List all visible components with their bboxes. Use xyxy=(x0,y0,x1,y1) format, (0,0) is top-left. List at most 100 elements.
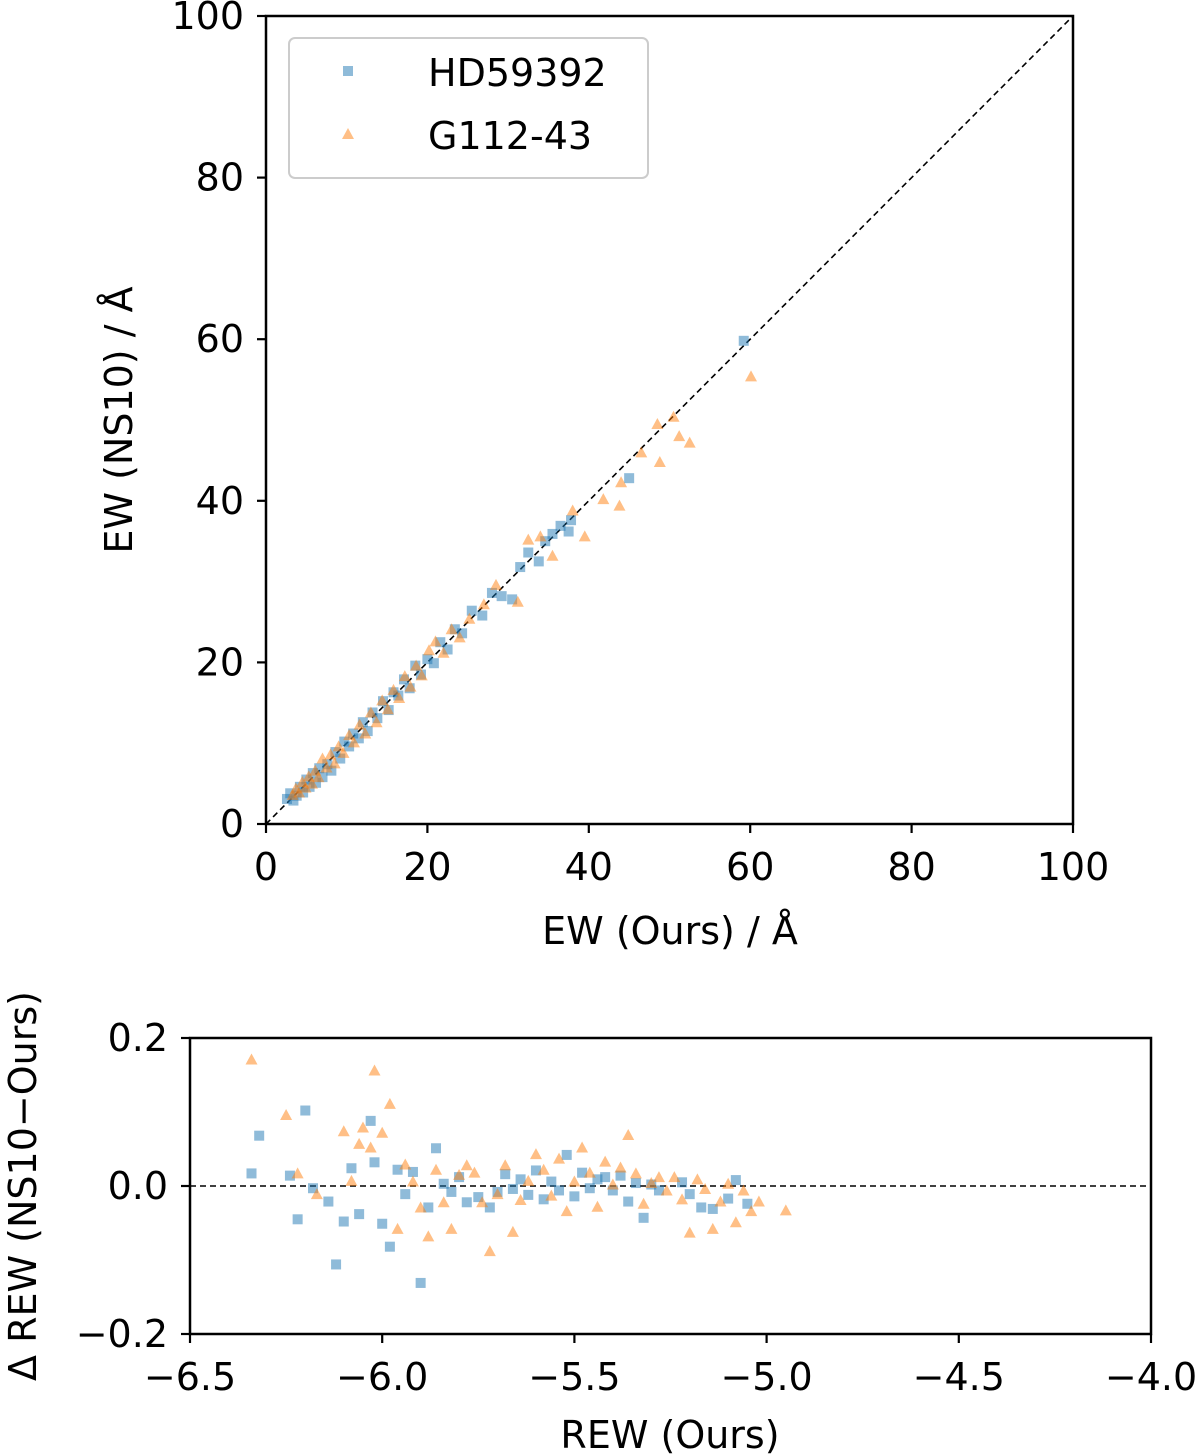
top-point-hd59392 xyxy=(281,793,292,804)
top-point-hd59392 xyxy=(314,763,325,774)
top-point-hd59392 xyxy=(496,591,507,602)
bottom-point-g112-43 xyxy=(460,1159,473,1171)
top-point-g112-43 xyxy=(635,446,648,458)
bottom-point-g112-43 xyxy=(622,1128,635,1140)
bottom-x-axis-label: REW (Ours) xyxy=(560,1413,779,1456)
bottom-point-hd59392 xyxy=(323,1196,334,1207)
bottom-point-g112-43 xyxy=(668,1171,681,1183)
bottom-point-hd59392 xyxy=(561,1149,572,1160)
top-point-g112-43 xyxy=(683,436,696,448)
top-point-hd59392 xyxy=(442,644,453,655)
bottom-point-g112-43 xyxy=(614,1161,627,1173)
top-point-g112-43 xyxy=(312,771,325,783)
bottom-point-g112-43 xyxy=(606,1178,619,1190)
top-point-g112-43 xyxy=(370,716,383,728)
bottom-y-tick-label: 0.0 xyxy=(108,1164,168,1208)
top-point-hd59392 xyxy=(362,726,373,737)
bottom-point-hd59392 xyxy=(684,1189,695,1200)
top-point-hd59392 xyxy=(317,772,328,783)
bottom-point-hd59392 xyxy=(392,1164,403,1175)
bottom-point-hd59392 xyxy=(730,1175,741,1186)
bottom-y-tick-label: 0.2 xyxy=(108,1016,168,1060)
bottom-point-g112-43 xyxy=(399,1158,412,1170)
legend-marker-hd59392 xyxy=(343,66,353,76)
top-point-hd59392 xyxy=(457,628,468,639)
bottom-x-tick-label: −6.0 xyxy=(336,1355,428,1399)
top-x-tick-label: 20 xyxy=(403,845,451,889)
bottom-point-g112-43 xyxy=(522,1174,535,1186)
bottom-point-hd59392 xyxy=(369,1157,380,1168)
top-point-hd59392 xyxy=(507,594,518,605)
top-y-axis-label: EW (NS10) / Å xyxy=(97,286,141,553)
bottom-point-g112-43 xyxy=(660,1184,673,1196)
top-point-hd59392 xyxy=(547,528,558,539)
top-point-g112-43 xyxy=(415,669,428,681)
top-y-tick-label: 60 xyxy=(196,317,244,361)
bottom-point-hd59392 xyxy=(407,1166,418,1177)
top-data-points xyxy=(281,335,758,806)
bottom-point-hd59392 xyxy=(346,1163,357,1174)
top-point-g112-43 xyxy=(578,530,591,542)
bottom-point-hd59392 xyxy=(592,1174,603,1185)
top-point-g112-43 xyxy=(463,612,476,624)
bottom-point-hd59392 xyxy=(554,1185,565,1196)
bottom-point-g112-43 xyxy=(591,1200,604,1212)
bottom-point-hd59392 xyxy=(484,1202,495,1213)
bottom-point-hd59392 xyxy=(707,1203,718,1214)
bottom-point-g112-43 xyxy=(568,1175,581,1187)
bottom-point-g112-43 xyxy=(722,1177,735,1189)
top-point-g112-43 xyxy=(343,729,356,741)
bottom-point-hd59392 xyxy=(338,1216,349,1227)
top-point-hd59392 xyxy=(738,335,749,346)
bottom-data-points xyxy=(245,1053,792,1288)
bottom-point-g112-43 xyxy=(506,1225,519,1237)
top-x-tick-label: 60 xyxy=(726,845,774,889)
bottom-point-g112-43 xyxy=(645,1177,658,1189)
bottom-x-tick-label: −5.0 xyxy=(720,1355,812,1399)
bottom-point-g112-43 xyxy=(714,1195,727,1207)
top-point-g112-43 xyxy=(429,635,442,647)
bottom-point-g112-43 xyxy=(583,1166,596,1178)
bottom-y-axis-label: Δ REW (NS10−Ours) xyxy=(1,991,45,1381)
bottom-point-g112-43 xyxy=(476,1196,489,1208)
bottom-point-hd59392 xyxy=(742,1198,753,1209)
bottom-point-g112-43 xyxy=(652,1171,665,1183)
bottom-point-g112-43 xyxy=(545,1189,558,1201)
bottom-point-hd59392 xyxy=(431,1143,442,1154)
top-point-g112-43 xyxy=(299,781,312,793)
bottom-point-g112-43 xyxy=(280,1108,293,1120)
bottom-point-g112-43 xyxy=(356,1121,369,1133)
bottom-point-hd59392 xyxy=(530,1165,541,1176)
top-plot-frame xyxy=(264,14,1075,826)
bottom-point-hd59392 xyxy=(438,1178,449,1189)
top-point-g112-43 xyxy=(316,752,329,764)
bottom-point-hd59392 xyxy=(292,1214,303,1225)
bottom-point-hd59392 xyxy=(284,1170,295,1181)
bottom-point-g112-43 xyxy=(491,1188,504,1200)
top-point-g112-43 xyxy=(332,740,345,752)
top-y-tick-label: 0 xyxy=(220,802,244,846)
bottom-point-hd59392 xyxy=(607,1185,618,1196)
bottom-point-g112-43 xyxy=(537,1163,550,1175)
bottom-point-hd59392 xyxy=(630,1178,641,1189)
top-x-axis-label: EW (Ours) / Å xyxy=(542,909,798,953)
top-point-g112-43 xyxy=(673,430,686,442)
bottom-point-hd59392 xyxy=(638,1212,649,1223)
bottom-point-g112-43 xyxy=(445,1222,458,1234)
bottom-x-tick-label: −6.5 xyxy=(144,1355,236,1399)
bottom-point-g112-43 xyxy=(683,1226,696,1238)
bottom-point-g112-43 xyxy=(376,1126,389,1138)
bottom-point-g112-43 xyxy=(629,1167,642,1179)
top-point-g112-43 xyxy=(453,631,466,643)
bottom-point-hd59392 xyxy=(515,1174,526,1185)
bottom-point-hd59392 xyxy=(500,1169,511,1180)
top-point-g112-43 xyxy=(305,777,318,789)
bottom-point-hd59392 xyxy=(584,1183,595,1194)
bottom-point-g112-43 xyxy=(406,1175,419,1187)
bottom-point-hd59392 xyxy=(331,1259,342,1270)
bottom-point-g112-43 xyxy=(699,1182,712,1194)
bottom-point-g112-43 xyxy=(691,1173,704,1185)
top-y-tick-label: 100 xyxy=(171,0,244,38)
top-point-hd59392 xyxy=(566,515,577,526)
